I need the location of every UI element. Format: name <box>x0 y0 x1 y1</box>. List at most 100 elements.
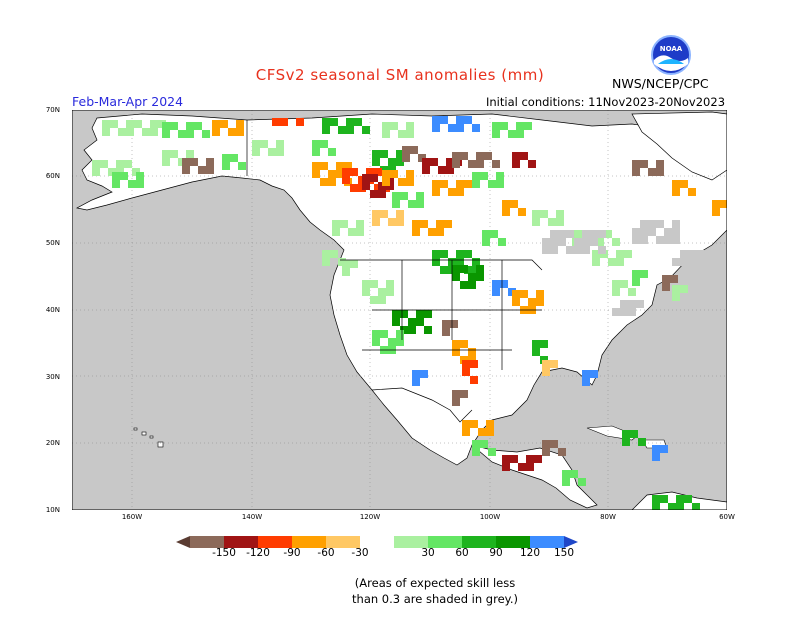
anomaly-cell <box>632 270 640 278</box>
anomaly-cell <box>236 120 244 128</box>
anomaly-cell <box>452 265 460 273</box>
anomaly-cell <box>534 455 542 463</box>
anomaly-cell <box>688 188 696 196</box>
lon-label-120w: 120W <box>359 513 381 521</box>
anomaly-cell <box>612 280 620 288</box>
anomaly-cell <box>456 116 464 124</box>
anomaly-cell <box>322 118 330 126</box>
anomaly-cell <box>468 160 476 168</box>
anomaly-cell <box>488 448 496 456</box>
anomaly-cell <box>402 146 410 154</box>
season-label: Feb-Mar-Apr 2024 <box>72 94 184 109</box>
anomaly-cell <box>222 162 230 170</box>
anomaly-cell <box>510 455 518 463</box>
colorbar-swatch <box>292 536 326 548</box>
anomaly-cell <box>336 162 344 170</box>
anomaly-cell <box>652 445 660 453</box>
anomaly-cell <box>604 230 612 238</box>
anomaly-cell <box>398 130 406 138</box>
anomaly-cell <box>470 376 478 384</box>
anomaly-cell <box>416 200 424 208</box>
anomaly-cell <box>486 420 494 428</box>
lat-label-40n: 40N <box>45 306 60 314</box>
anomaly-cell <box>464 250 472 258</box>
low-skill-cell <box>542 246 550 254</box>
anomaly-cell <box>408 326 416 334</box>
anomaly-cell <box>620 280 628 288</box>
low-skill-cell <box>620 300 628 308</box>
anomaly-cell <box>436 220 444 228</box>
anomaly-cell <box>500 122 508 130</box>
anomaly-cell <box>422 166 430 174</box>
agency-label: NWS/NCEP/CPC <box>612 76 709 91</box>
anomaly-cell <box>398 178 406 186</box>
anomaly-cell <box>350 184 358 192</box>
anomaly-cell <box>460 152 468 160</box>
anomaly-cell <box>460 281 468 289</box>
colorbar-label: -90 <box>283 547 301 559</box>
anomaly-cell <box>562 478 570 486</box>
anomaly-cell <box>186 122 194 130</box>
anomaly-cell <box>528 298 536 306</box>
anomaly-cell <box>424 310 432 318</box>
anomaly-cell <box>92 160 100 168</box>
anomaly-cell <box>528 160 536 168</box>
anomaly-cell <box>380 210 388 218</box>
anomaly-cell <box>320 162 328 170</box>
anomaly-cell <box>640 270 648 278</box>
low-skill-cell <box>192 218 200 226</box>
anomaly-cell <box>532 348 540 356</box>
low-skill-cell <box>582 246 590 254</box>
anomaly-cell <box>134 120 142 128</box>
anomaly-cell <box>452 390 460 398</box>
anomaly-cell <box>116 160 124 168</box>
anomaly-cell <box>276 140 284 148</box>
anomaly-cell <box>170 122 178 130</box>
low-skill-cell <box>620 308 628 316</box>
low-skill-cell <box>582 238 590 246</box>
anomaly-cell <box>432 116 440 124</box>
anomaly-cell <box>542 368 550 376</box>
anomaly-cell <box>486 428 494 436</box>
colorbar-swatch <box>394 536 428 548</box>
anomaly-cell <box>436 228 444 236</box>
low-skill-cell <box>558 238 566 246</box>
anomaly-cell <box>356 228 364 236</box>
low-skill-cell <box>566 230 574 238</box>
anomaly-cell <box>508 130 516 138</box>
anomaly-cell <box>178 130 186 138</box>
anomaly-cell <box>362 174 370 182</box>
us-mexico-border <box>371 387 473 423</box>
anomaly-cell <box>516 122 524 130</box>
colorbar <box>176 536 578 548</box>
low-skill-cell <box>648 228 656 236</box>
anomaly-cell <box>92 168 100 176</box>
anomaly-cell <box>476 273 484 281</box>
low-skill-cell <box>200 210 208 218</box>
anomaly-cell <box>340 220 348 228</box>
anomaly-cell <box>162 150 170 158</box>
anomaly-cell <box>136 172 144 180</box>
low-skill-cell <box>550 230 558 238</box>
anomaly-cell <box>162 130 170 138</box>
anomaly-cell <box>370 296 378 304</box>
anomaly-cell <box>220 120 228 128</box>
anomaly-cell <box>582 378 590 386</box>
anomaly-cell <box>396 338 404 346</box>
anomaly-cell <box>182 166 190 174</box>
anomaly-cell <box>260 140 268 148</box>
anomaly-cell <box>648 168 656 176</box>
anomaly-cell <box>406 130 414 138</box>
lat-label-60n: 60N <box>45 172 60 180</box>
anomaly-cell <box>502 463 510 471</box>
low-skill-cell <box>558 230 566 238</box>
anomaly-cell <box>332 228 340 236</box>
initial-conditions-label: Initial conditions: 11Nov2023-20Nov2023 <box>486 95 726 109</box>
anomaly-cell <box>656 160 664 168</box>
anomaly-cell <box>322 258 330 266</box>
low-skill-cell <box>208 210 216 218</box>
anomaly-cell <box>206 166 214 174</box>
anomaly-cell <box>238 162 246 170</box>
anomaly-cell <box>452 152 460 160</box>
anomaly-cell <box>372 158 380 166</box>
